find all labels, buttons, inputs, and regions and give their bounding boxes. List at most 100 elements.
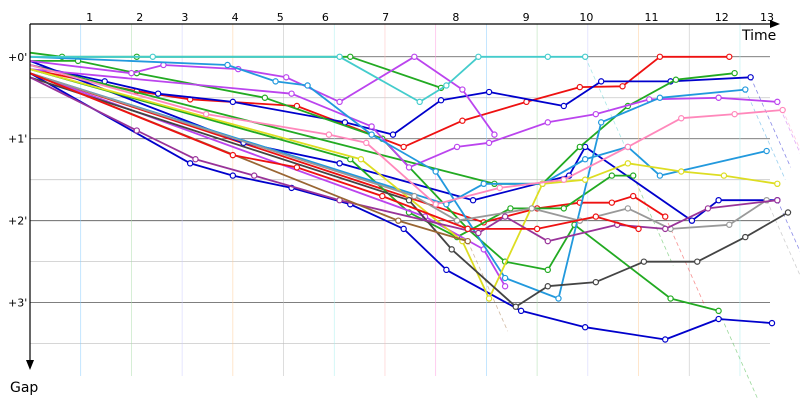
data-point [528, 205, 535, 212]
series-layer [29, 51, 792, 343]
data-point [581, 143, 589, 151]
data-point [715, 94, 722, 101]
data-point [464, 237, 471, 245]
x-tick-label: 6 [322, 11, 329, 24]
data-point [368, 123, 375, 130]
data-point [128, 69, 135, 77]
diagonal-guide [467, 241, 509, 332]
data-point [480, 180, 487, 188]
data-point [411, 192, 418, 200]
data-point [325, 131, 333, 138]
data-point [731, 110, 738, 118]
data-point [357, 156, 365, 163]
data-point [656, 53, 664, 60]
diagonal-guide [776, 101, 800, 154]
data-point [453, 217, 461, 224]
data-point [363, 139, 370, 147]
data-point [544, 237, 551, 245]
x-tick-label: 11 [645, 11, 659, 24]
diagonal-guide [718, 310, 759, 400]
data-point [475, 229, 482, 237]
series-line [29, 76, 789, 308]
data-point [774, 196, 781, 204]
data-point [592, 213, 600, 220]
data-point [678, 115, 685, 122]
series-line [29, 64, 783, 206]
data-point [597, 119, 605, 126]
x-tick-label: 1 [86, 11, 93, 24]
diagonal-guides [467, 56, 800, 400]
data-point [186, 160, 194, 167]
data-point [437, 97, 445, 104]
data-point [624, 205, 632, 212]
x-tick-label: 13 [760, 11, 774, 24]
diagonal-guide [750, 77, 791, 168]
data-point [347, 53, 354, 60]
data-point [629, 192, 637, 200]
series-line [29, 68, 634, 238]
y-tick-label: +3' [8, 297, 27, 310]
data-point [405, 196, 413, 204]
tick-layer: 1 2 3 4 5 6 7 8 9 10 11 12 13+0'+1'+2'+3' [8, 11, 774, 310]
data-point [560, 205, 568, 212]
data-point [400, 225, 407, 233]
data-point [715, 196, 722, 204]
y-axis-title: Gap [10, 380, 38, 396]
y-axis-arrow-icon [26, 360, 34, 370]
data-point [304, 82, 311, 89]
data-point [544, 53, 551, 60]
data-point [597, 78, 605, 85]
data-point [533, 225, 541, 233]
data-point [544, 266, 551, 274]
series-line [29, 76, 778, 243]
data-point [411, 53, 418, 60]
data-point [656, 94, 664, 101]
data-point [667, 295, 674, 302]
data-point [501, 274, 509, 282]
data-point [368, 131, 375, 138]
data-point [576, 143, 584, 151]
diagonal-guide [766, 200, 800, 277]
data-point [432, 201, 439, 208]
data-point [517, 307, 525, 315]
data-point [261, 94, 269, 101]
data-point [544, 283, 551, 290]
data-point [774, 98, 781, 106]
data-point [224, 61, 231, 69]
data-point [229, 172, 237, 179]
x-tick-label: 12 [715, 11, 729, 24]
data-point [459, 86, 466, 93]
data-point [501, 283, 509, 290]
y-tick-label: +0' [8, 51, 27, 64]
data-point [379, 192, 386, 200]
data-point [581, 156, 589, 163]
data-point [678, 168, 685, 175]
x-tick-label: 5 [277, 11, 284, 24]
diagonal-guide [782, 109, 800, 151]
data-point [715, 307, 722, 315]
data-point [662, 336, 669, 343]
data-point [443, 266, 450, 274]
data-point [501, 213, 509, 220]
data-point [624, 143, 632, 151]
diagonal-guide [584, 56, 626, 147]
data-point [491, 131, 498, 138]
data-point [581, 53, 589, 60]
data-point [400, 143, 407, 151]
data-point [469, 196, 477, 204]
data-point [581, 324, 589, 331]
data-point [485, 88, 493, 96]
data-point [448, 246, 455, 253]
data-point [592, 110, 600, 118]
data-point [779, 106, 786, 114]
x-tick-label: 8 [452, 11, 459, 24]
data-point [416, 98, 423, 106]
data-point [662, 225, 669, 233]
data-point [635, 225, 642, 233]
x-tick-label: 4 [232, 11, 239, 24]
data-point [720, 172, 728, 179]
data-point [656, 172, 664, 179]
x-tick-label: 10 [579, 11, 593, 24]
data-point [704, 205, 712, 212]
